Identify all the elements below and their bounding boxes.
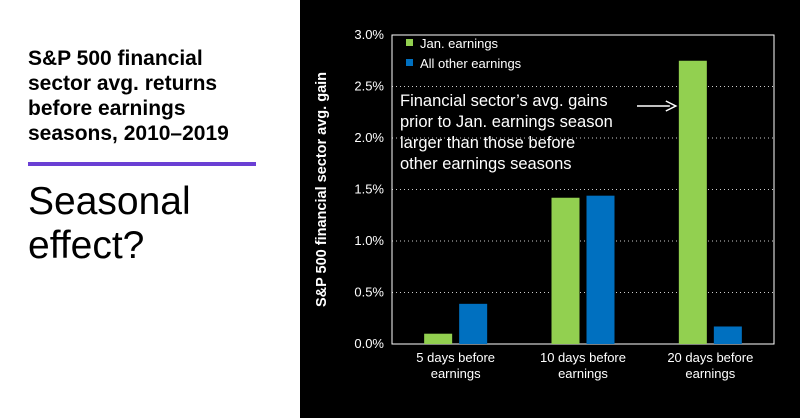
accent-rule — [28, 162, 256, 166]
y-tick-label: 2.0% — [354, 130, 384, 145]
legend-swatch — [406, 59, 413, 66]
legend-swatch — [406, 39, 413, 46]
bar-jan-earnings — [678, 60, 707, 344]
x-tick-label: earnings — [558, 366, 608, 381]
annotation-text: prior to Jan. earnings season — [400, 113, 613, 131]
subhead-line: Seasonal — [28, 180, 191, 223]
annotation-text: larger than those before — [400, 134, 575, 152]
y-tick-label: 1.5% — [354, 182, 384, 197]
chart-panel: 0.0% 0.5% 1.0% 1.5% 2.0% 2.5% 3.0% S&P 500 fina… — [300, 0, 800, 418]
headline-line: sector avg. returns — [28, 72, 218, 95]
legend-label: Jan. earnings — [420, 36, 499, 51]
x-tick-label: 20 days before — [667, 350, 753, 365]
bar-jan-earnings — [551, 197, 580, 344]
bar-other-earnings — [586, 195, 615, 344]
subhead-line: effect? — [28, 224, 145, 267]
headline-line: before earnings — [28, 97, 186, 120]
annotation-text: Financial sector’s avg. gains — [400, 92, 608, 110]
headline-line: S&P 500 financial — [28, 47, 203, 70]
headline: S&P 500 financial sector avg. returns be… — [28, 46, 278, 146]
x-tick-label: 10 days before — [540, 350, 626, 365]
x-tick-label: earnings — [431, 366, 481, 381]
left-panel: S&P 500 financial sector avg. returns be… — [0, 0, 300, 418]
y-tick-label: 1.0% — [354, 233, 384, 248]
annotation-arrow-head — [665, 100, 678, 112]
x-tick-label: earnings — [685, 366, 735, 381]
y-axis-label: S&P 500 financial sector avg. gain — [314, 72, 330, 307]
y-tick-label: 2.5% — [354, 79, 384, 94]
bar-other-earnings — [713, 326, 742, 344]
annotation-text: other earnings seasons — [400, 155, 572, 173]
y-tick-label: 0.0% — [354, 336, 384, 351]
plot-frame — [391, 34, 775, 345]
bar-chart: 0.0% 0.5% 1.0% 1.5% 2.0% 2.5% 3.0% S&P 500 fina… — [314, 27, 775, 381]
y-tick-label: 0.5% — [354, 285, 384, 300]
headline-line: seasons, 2010–2019 — [28, 122, 229, 145]
bar-jan-earnings — [424, 333, 453, 344]
x-tick-label: 5 days before — [416, 350, 495, 365]
subhead: Seasonal effect? — [28, 180, 278, 268]
y-tick-label: 3.0% — [354, 27, 384, 42]
legend-label: All other earnings — [420, 56, 522, 71]
bar-other-earnings — [459, 303, 488, 344]
